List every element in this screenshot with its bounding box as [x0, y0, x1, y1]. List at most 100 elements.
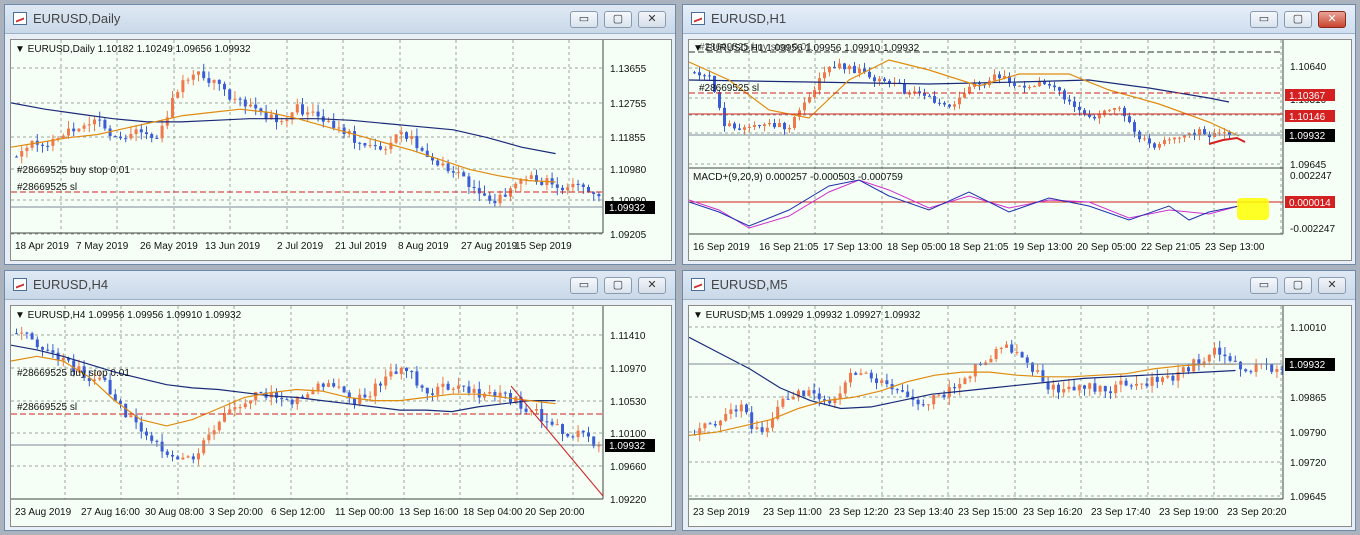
minimize-button[interactable]: ▭ [570, 11, 598, 28]
candle-body [98, 377, 102, 380]
window-titlebar[interactable]: EURUSD,M5 ▭ ▢ ✕ [683, 271, 1355, 300]
chart-area[interactable]: ▼ EURUSD,H1 1.09956 1.09956 1.09910 1.09… [688, 39, 1352, 261]
current-price-label: 1.09932 [1289, 131, 1326, 142]
candle-body [342, 127, 346, 135]
candle-body [1018, 85, 1021, 87]
candle-body [311, 111, 315, 113]
candle-body [693, 72, 696, 74]
candle-body [724, 413, 728, 421]
candle-body [212, 79, 216, 83]
candle-body [415, 371, 419, 386]
price-chart-svg[interactable]: ▼ EURUSD,H1 1.09956 1.09956 1.09910 1.09… [689, 40, 1351, 260]
window-title: EURUSD,H1 [711, 11, 787, 26]
candle-body [108, 379, 112, 395]
candle-body [98, 119, 102, 121]
time-axis-label: 17 Sep 13:00 [823, 242, 883, 253]
window-title: EURUSD,H4 [33, 277, 109, 292]
candle-body [1093, 116, 1096, 119]
window-titlebar[interactable]: EURUSD,H4 ▭ ▢ ✕ [5, 271, 675, 300]
candle-body [571, 183, 575, 188]
candle-body [165, 451, 169, 455]
red-price-tag [1285, 110, 1335, 122]
time-axis-label: 23 Sep 2019 [693, 507, 750, 518]
close-button[interactable]: ✕ [638, 11, 666, 28]
candle-body [316, 383, 320, 392]
candle-body [760, 427, 764, 432]
price-chart-svg[interactable]: #28669525 buy stop 0.01 #28669525 sl ▼ EUR… [11, 306, 671, 526]
candle-body [139, 422, 143, 432]
candle-body [755, 427, 759, 429]
candle-body [1148, 138, 1151, 144]
candle-body [498, 392, 502, 397]
candle-body [46, 349, 50, 351]
chart-window-h1[interactable]: EURUSD,H1 ▭ ▢ ✕ ▼ EURUSD,H1 1.09956 1.09… [682, 4, 1356, 265]
order-label: #28669525 buy stop 0.01 [699, 42, 812, 53]
candle-body [93, 119, 96, 125]
window-titlebar[interactable]: EURUSD,Daily ▭ ▢ ✕ [5, 5, 675, 34]
chart-window-daily[interactable]: EURUSD,Daily ▭ ▢ ✕ #28669525 buy stop 0.… [4, 4, 676, 265]
candle-body [895, 389, 899, 391]
candle-body [1088, 383, 1092, 389]
candle-body [529, 175, 533, 179]
close-button[interactable]: ✕ [1318, 11, 1346, 28]
candle-body [384, 149, 388, 151]
close-button[interactable]: ✕ [638, 277, 666, 294]
candle-body [1083, 110, 1086, 115]
price-axis-label: 1.10970 [610, 364, 647, 375]
maximize-button[interactable]: ▢ [604, 277, 632, 294]
chart-window-h4[interactable]: EURUSD,H4 ▭ ▢ ✕ #28669525 buy stop 0.01 #… [4, 270, 676, 531]
maximize-button[interactable]: ▢ [604, 11, 632, 28]
minimize-button[interactable]: ▭ [1250, 277, 1278, 294]
candle-body [462, 172, 466, 177]
candle-body [332, 120, 336, 128]
candle-body [1103, 385, 1107, 392]
candle-body [854, 372, 858, 375]
chart-window-m5[interactable]: EURUSD,M5 ▭ ▢ ✕ ▼ EURUSD,M5 1.09929 1.09… [682, 270, 1356, 531]
candle-body [942, 394, 946, 398]
candle-body [791, 396, 795, 400]
candle-body [1223, 132, 1226, 134]
candle-body [1128, 116, 1131, 123]
candle-body [768, 123, 771, 125]
time-axis-label: 6 Sep 12:00 [271, 507, 325, 518]
candle-body [306, 394, 310, 398]
current-price-tag [1285, 358, 1335, 371]
chart-area[interactable]: ▼ EURUSD,M5 1.09929 1.09932 1.09927 1.09… [688, 305, 1352, 527]
candle-body [719, 420, 722, 426]
price-chart-svg[interactable]: ▼ EURUSD,M5 1.09929 1.09932 1.09927 1.09… [689, 306, 1351, 526]
candle-body [316, 111, 320, 117]
candle-body [1178, 137, 1181, 139]
candle-body [968, 86, 971, 94]
minimize-button[interactable]: ▭ [1250, 11, 1278, 28]
moving-average-fast [11, 355, 556, 427]
time-axis-label: 8 Aug 2019 [398, 241, 449, 252]
price-axis-label: 1.09645 [1290, 492, 1327, 503]
time-axis-label: 26 May 2019 [140, 241, 198, 252]
chart-area[interactable]: #28669525 buy stop 0.01 #28669525 sl ▼ EUR… [10, 39, 672, 261]
candle-body [738, 128, 741, 130]
candle-body [425, 387, 429, 394]
time-axis-label: 20 Sep 05:00 [1077, 242, 1137, 253]
maximize-button[interactable]: ▢ [1284, 277, 1312, 294]
candle-body [1218, 347, 1222, 355]
candle-body [514, 183, 518, 189]
candle-body [587, 186, 590, 193]
chart-area[interactable]: #28669525 buy stop 0.01 #28669525 sl ▼ EUR… [10, 305, 672, 527]
candle-body [249, 104, 252, 107]
candle-body [781, 398, 785, 407]
close-button[interactable]: ✕ [1318, 277, 1346, 294]
candle-body [750, 412, 754, 429]
candle-body [285, 119, 289, 122]
candle-body [212, 430, 216, 435]
candle-body [254, 104, 258, 109]
price-chart-svg[interactable]: #28669525 buy stop 0.01 #28669525 sl ▼ EUR… [11, 40, 671, 260]
maximize-button[interactable]: ▢ [1284, 11, 1312, 28]
candle-body [933, 96, 936, 103]
candle-body [139, 129, 143, 133]
order-label: #28669525 buy stop 0.01 [17, 368, 130, 379]
minimize-button[interactable]: ▭ [570, 277, 598, 294]
candle-body [818, 78, 821, 91]
window-titlebar[interactable]: EURUSD,H1 ▭ ▢ ✕ [683, 5, 1355, 34]
candle-body [103, 119, 107, 129]
candle-body [155, 440, 159, 442]
